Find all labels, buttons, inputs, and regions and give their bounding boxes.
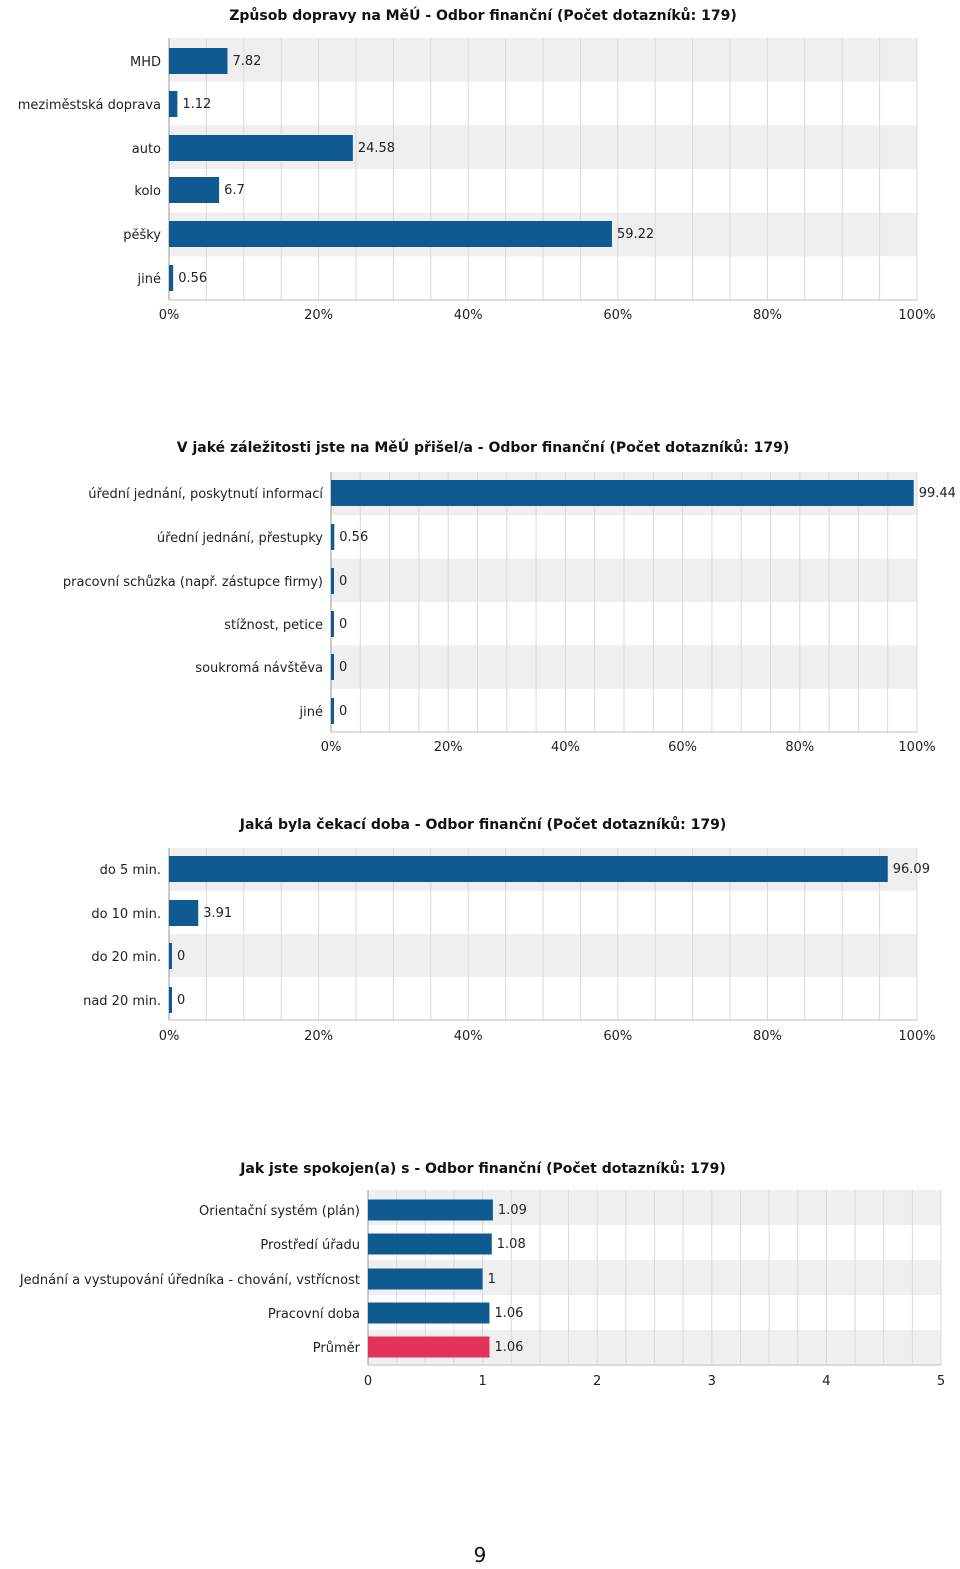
chart-title: V jaké záležitosti jste na MěÚ přišel/a … xyxy=(177,438,789,456)
data-label: 7.82 xyxy=(232,54,261,69)
category-label: Jednání a vystupování úředníka - chování… xyxy=(19,1273,360,1288)
tick-label: 0 xyxy=(364,1374,372,1389)
tick-label: 2 xyxy=(593,1374,601,1389)
category-label: Pracovní doba xyxy=(268,1307,360,1322)
tick-label: 60% xyxy=(603,308,632,323)
data-label: 1.06 xyxy=(494,1306,523,1321)
tick-label: 100% xyxy=(898,740,935,755)
bar xyxy=(331,654,334,680)
data-label: 0 xyxy=(339,574,347,589)
category-label: meziměstská doprava xyxy=(18,98,161,113)
tick-label: 60% xyxy=(668,740,697,755)
chart-title: Způsob dopravy na MěÚ - Odbor finanční (… xyxy=(229,6,737,24)
category-label: jiné xyxy=(299,705,323,720)
category-label: Průměr xyxy=(313,1341,361,1356)
category-label: do 5 min. xyxy=(100,863,161,878)
data-label: 1.06 xyxy=(494,1340,523,1355)
category-label: pracovní schůzka (např. zástupce firmy) xyxy=(63,575,323,590)
category-label: Orientační systém (plán) xyxy=(199,1204,360,1219)
data-label: 6.7 xyxy=(224,183,245,198)
bar xyxy=(169,265,174,291)
tick-label: 40% xyxy=(454,308,483,323)
data-label: 3.91 xyxy=(203,906,232,921)
category-label: do 10 min. xyxy=(91,907,161,922)
data-label: 59.22 xyxy=(617,227,654,242)
category-label: auto xyxy=(132,142,161,157)
bar xyxy=(169,48,228,74)
category-label: nad 20 min. xyxy=(83,994,161,1009)
data-label: 0 xyxy=(177,949,185,964)
bar xyxy=(368,1233,492,1255)
bar xyxy=(368,1336,490,1358)
chart-title: Jak jste spokojen(a) s - Odbor finanční … xyxy=(239,1160,726,1177)
chart-4: Jak jste spokojen(a) s - Odbor finanční … xyxy=(19,1160,945,1389)
category-label: kolo xyxy=(134,184,161,199)
category-label: pěšky xyxy=(123,228,161,243)
bar xyxy=(169,135,353,161)
tick-label: 1 xyxy=(478,1374,486,1389)
bar xyxy=(331,611,334,637)
category-label: stížnost, petice xyxy=(224,618,323,633)
category-label: úřední jednání, poskytnutí informací xyxy=(88,487,323,502)
category-label: úřední jednání, přestupky xyxy=(157,531,323,546)
data-label: 0.56 xyxy=(178,271,207,286)
bar xyxy=(169,91,178,117)
tick-label: 5 xyxy=(937,1374,945,1389)
data-label: 1 xyxy=(488,1272,496,1287)
data-label: 24.58 xyxy=(358,141,395,156)
data-label: 1.08 xyxy=(497,1237,526,1252)
bar xyxy=(331,568,334,594)
tick-label: 80% xyxy=(785,740,814,755)
tick-label: 0% xyxy=(321,740,342,755)
bar xyxy=(169,900,199,926)
bar xyxy=(368,1302,490,1324)
data-label: 96.09 xyxy=(893,862,930,877)
page-number: 9 xyxy=(473,1543,487,1567)
tick-label: 20% xyxy=(304,1029,333,1044)
tick-label: 80% xyxy=(753,308,782,323)
tick-label: 0% xyxy=(159,1029,180,1044)
bar xyxy=(169,987,172,1013)
data-label: 0 xyxy=(339,617,347,632)
category-label: soukromá návštěva xyxy=(195,661,323,676)
chart-2: V jaké záležitosti jste na MěÚ přišel/a … xyxy=(63,438,956,755)
chart-title: Jaká byla čekací doba - Odbor finanční (… xyxy=(239,816,727,833)
bar xyxy=(169,177,220,203)
category-label: Prostředí úřadu xyxy=(260,1238,360,1253)
category-label: MHD xyxy=(130,55,161,70)
category-label: do 20 min. xyxy=(91,950,161,965)
bar xyxy=(331,524,335,550)
data-label: 0 xyxy=(339,660,347,675)
data-label: 1.09 xyxy=(498,1203,527,1218)
data-label: 0.56 xyxy=(339,530,368,545)
bar xyxy=(169,221,612,247)
tick-label: 20% xyxy=(304,308,333,323)
bar xyxy=(331,698,334,724)
bar xyxy=(331,480,914,506)
data-label: 1.12 xyxy=(182,97,211,112)
tick-label: 80% xyxy=(753,1029,782,1044)
bar xyxy=(368,1199,493,1221)
bar xyxy=(169,856,888,882)
tick-label: 40% xyxy=(454,1029,483,1044)
data-label: 99.44 xyxy=(919,486,956,501)
chart-1: Způsob dopravy na MěÚ - Odbor finanční (… xyxy=(18,6,936,323)
tick-label: 100% xyxy=(898,308,935,323)
bar xyxy=(368,1268,483,1290)
tick-label: 40% xyxy=(551,740,580,755)
category-label: jiné xyxy=(137,272,161,287)
tick-label: 4 xyxy=(822,1374,830,1389)
tick-label: 3 xyxy=(708,1374,716,1389)
tick-label: 0% xyxy=(159,308,180,323)
tick-label: 100% xyxy=(898,1029,935,1044)
tick-label: 60% xyxy=(603,1029,632,1044)
bar xyxy=(169,943,172,969)
chart-3: Jaká byla čekací doba - Odbor finanční (… xyxy=(83,816,936,1044)
data-label: 0 xyxy=(339,704,347,719)
tick-label: 20% xyxy=(434,740,463,755)
data-label: 0 xyxy=(177,993,185,1008)
